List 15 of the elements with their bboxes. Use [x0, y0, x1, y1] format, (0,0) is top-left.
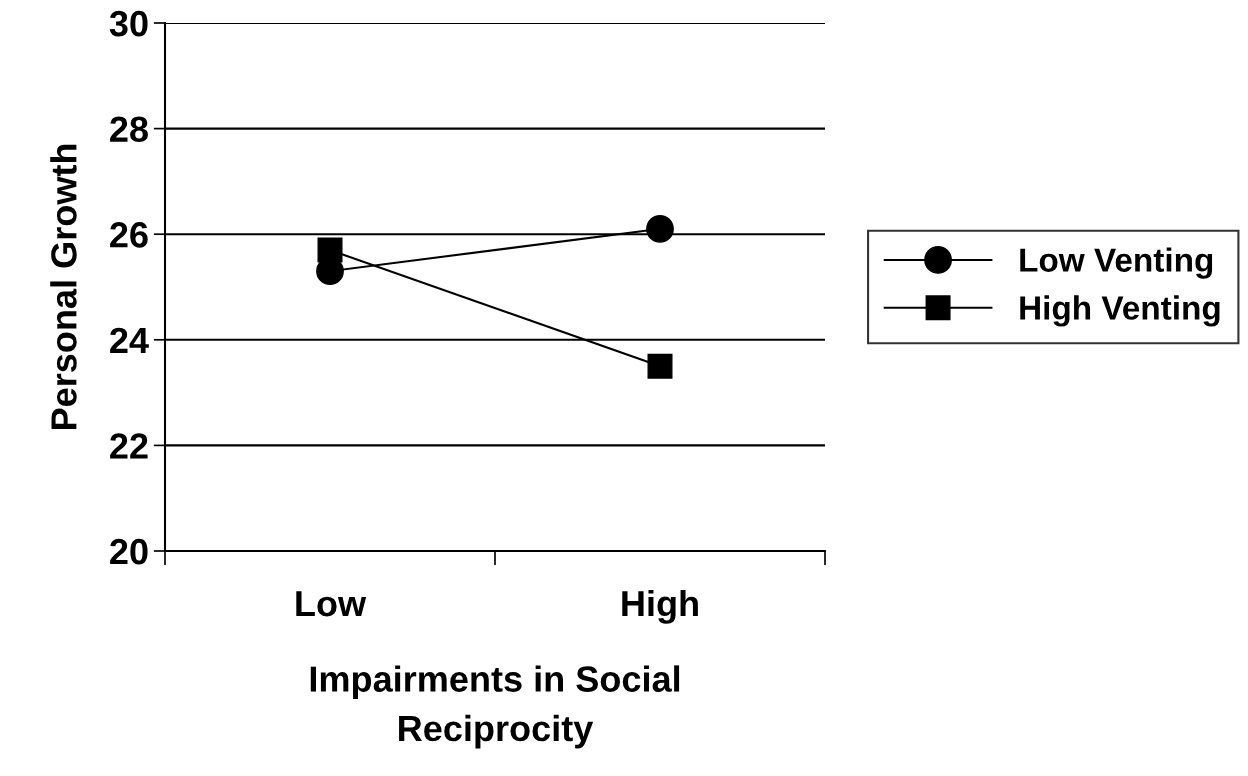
- point: [646, 215, 674, 243]
- x-tick-label: Low: [296, 591, 367, 617]
- y-axis-title: Personal Growth: [50, 144, 77, 430]
- x-tick-label: High: [622, 589, 698, 624]
- y-tick-label: 24: [110, 327, 149, 353]
- point: [317, 237, 343, 263]
- y-tick-label: 20: [110, 538, 148, 565]
- y-tick-label: 30: [109, 10, 148, 37]
- point: [647, 353, 673, 379]
- legend-label: Low Venting: [1020, 247, 1213, 279]
- y-tick-label: 22: [110, 433, 148, 459]
- x-axis-title: Impairments in Social Reciprocity: [310, 665, 680, 749]
- y-tick-label: 26: [110, 222, 148, 248]
- legend-label: High Venting: [1020, 295, 1220, 327]
- y-tick-label: 28: [110, 116, 148, 143]
